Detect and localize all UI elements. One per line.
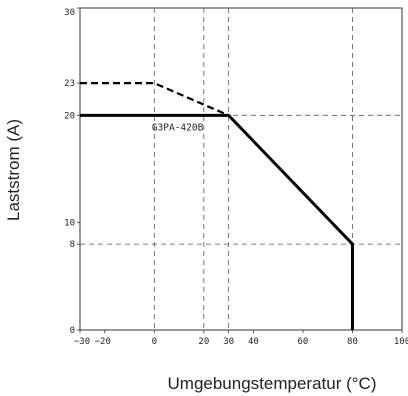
x-tick-label: 60 — [298, 337, 309, 347]
x-tick-label: −30 — [74, 337, 90, 347]
series-line-dashed — [80, 82, 230, 117]
x-tick-label: 30 — [223, 337, 234, 347]
y-tick-label: 0 — [70, 326, 75, 336]
x-axis-ticks: −30 −20 0 20 30 40 60 80 100 — [74, 330, 408, 347]
x-tick-label: 80 — [347, 337, 358, 347]
plot-border — [79, 7, 403, 331]
y-axis-title: Laststrom (A) — [4, 119, 23, 221]
x-axis-title: Umgebungstemperatur (°C) — [168, 374, 377, 393]
y-tick-label: 20 — [64, 111, 75, 121]
x-tick-label: 20 — [198, 337, 209, 347]
y-tick-label: 30 — [64, 8, 75, 18]
x-tick-label: 0 — [152, 337, 157, 347]
y-tick-label: 8 — [70, 240, 75, 250]
series-layer — [80, 82, 354, 330]
x-tick-label: −20 — [95, 337, 111, 347]
series-line-g3pa-420b — [80, 113, 354, 330]
y-tick-label: 10 — [64, 219, 75, 229]
plot-frame — [79, 7, 403, 331]
x-tick-label: 40 — [248, 337, 259, 347]
series-label-g3pa-420b: G3PA-420B — [152, 122, 204, 133]
y-axis-ticks: 0 8 10 20 23 30 — [64, 7, 80, 336]
x-tick-label: 100 — [394, 337, 408, 347]
y-tick-label: 23 — [64, 79, 75, 89]
